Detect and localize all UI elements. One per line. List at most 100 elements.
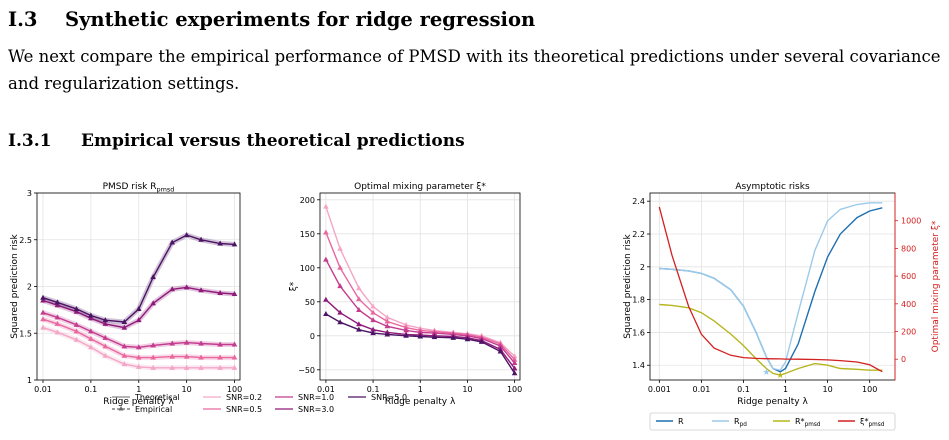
min-star: ★ — [762, 368, 770, 378]
data-point — [356, 326, 362, 332]
x-tick-label: 10 — [462, 385, 472, 394]
data-point — [183, 284, 190, 290]
data-point — [403, 332, 409, 338]
chart-pmsd-risk: 0.01 0.1 1 10 100 1 1.5 2 2.5 3 Ridge penalty λ PMS… — [10, 182, 242, 407]
legend-label: Theoretical — [134, 393, 180, 402]
axes-frame — [319, 192, 521, 381]
subsection-number: I.3.1 — [8, 131, 52, 151]
y-tick-label: 2 — [640, 263, 645, 272]
data-point — [370, 326, 376, 332]
legend-label: SNR=5.0 — [371, 393, 407, 402]
data-point — [497, 343, 504, 348]
data-point — [337, 319, 343, 325]
x-tick-label: 1 — [783, 385, 788, 394]
data-point — [183, 364, 190, 370]
data-point — [135, 305, 142, 311]
body-paragraph: We next compare the empirical performanc… — [8, 47, 941, 93]
data-point — [169, 286, 176, 292]
data-point — [337, 264, 343, 270]
data-point — [337, 283, 343, 289]
data-point — [54, 302, 61, 308]
y-right-tick-label: 200 — [901, 328, 916, 337]
data-point — [403, 321, 409, 327]
data-point — [102, 320, 109, 326]
data-point — [198, 340, 204, 346]
legend-box — [649, 412, 896, 431]
section-heading: I.3 Synthetic experiments for ridge regre… — [8, 8, 535, 31]
data-point — [356, 285, 362, 291]
min-star: ★ — [776, 371, 784, 381]
data-point — [121, 324, 128, 330]
y-tick-label: 2.2 — [632, 230, 645, 239]
data-point — [121, 352, 128, 358]
data-point — [150, 354, 156, 360]
chart-asymptotic-risks: 0.001 0.01 0.1 1 10 100 1.4 1.6 1.8 2 2.2 2.4 Ridge … — [623, 182, 941, 407]
data-point — [198, 364, 204, 370]
y-right-tick-label: 1000 — [901, 217, 921, 226]
data-point — [337, 245, 343, 251]
data-point — [73, 336, 80, 342]
x-tick-label: 0.1 — [367, 385, 380, 394]
x-tick-label: 0.01 — [317, 385, 335, 394]
legend-label: Empirical — [135, 405, 172, 414]
series-line — [659, 207, 883, 373]
chart-title: Optimal mixing parameter ξ* — [354, 182, 486, 192]
chart-title: Asymptotic risks — [735, 182, 810, 192]
data-point — [169, 364, 176, 370]
data-point — [450, 334, 457, 340]
data-point — [431, 334, 438, 340]
chart-title: PMSD risk Rpmsd — [103, 182, 175, 194]
data-point — [150, 364, 156, 370]
data-point — [73, 321, 80, 327]
y-tick-label: 2.4 — [632, 197, 645, 206]
series-line — [659, 202, 883, 371]
legend-label: SNR=0.2 — [226, 393, 262, 402]
x-tick-label: 100 — [507, 385, 522, 394]
section-number: I.3 — [8, 8, 38, 31]
data-point — [169, 353, 176, 359]
data-point — [370, 309, 376, 315]
y-tick-label: 150 — [300, 230, 315, 239]
subsection-heading: I.3.1 Empirical versus theoretical predic… — [8, 131, 465, 151]
legend-label: SNR=1.0 — [298, 393, 334, 402]
x-tick-label: 100 — [862, 385, 877, 394]
y-right-axis-label: Optimal mixing parameter ξ* — [931, 220, 941, 352]
data-point — [217, 354, 223, 360]
data-point — [40, 309, 46, 315]
y-right-tick-label: 600 — [901, 272, 916, 281]
data-point — [54, 299, 61, 305]
data-point — [54, 320, 61, 326]
y-right-tick-label: 0 — [901, 355, 906, 364]
data-point — [217, 290, 223, 296]
x-tick-label: 0.01 — [692, 385, 710, 394]
series-line — [658, 206, 883, 373]
data-point — [169, 340, 176, 346]
y-tick-label: 1.4 — [632, 361, 645, 370]
data-point — [121, 319, 128, 325]
axes-frame — [36, 192, 241, 381]
data-point — [478, 338, 485, 344]
x-tick-label: 0.01 — [34, 385, 52, 394]
data-point — [431, 330, 438, 336]
data-point — [54, 314, 61, 320]
data-point — [198, 236, 204, 242]
data-point — [323, 296, 329, 302]
series-line — [659, 303, 883, 376]
data-point — [135, 344, 142, 350]
data-point — [73, 328, 80, 334]
y-tick-label: 1 — [27, 376, 32, 385]
data-point — [511, 365, 518, 371]
data-point — [384, 331, 391, 337]
data-point — [102, 334, 109, 340]
data-point — [88, 335, 94, 341]
data-point — [88, 315, 94, 321]
data-point — [88, 328, 94, 334]
data-point — [54, 329, 61, 335]
data-point — [121, 343, 128, 349]
data-point — [102, 317, 109, 323]
y-tick-label: 0 — [310, 332, 315, 341]
data-point — [337, 309, 343, 315]
data-point — [183, 339, 190, 345]
x-axis-label: Ridge penalty λ — [737, 397, 808, 407]
y-tick-label: 2.5 — [19, 236, 32, 245]
